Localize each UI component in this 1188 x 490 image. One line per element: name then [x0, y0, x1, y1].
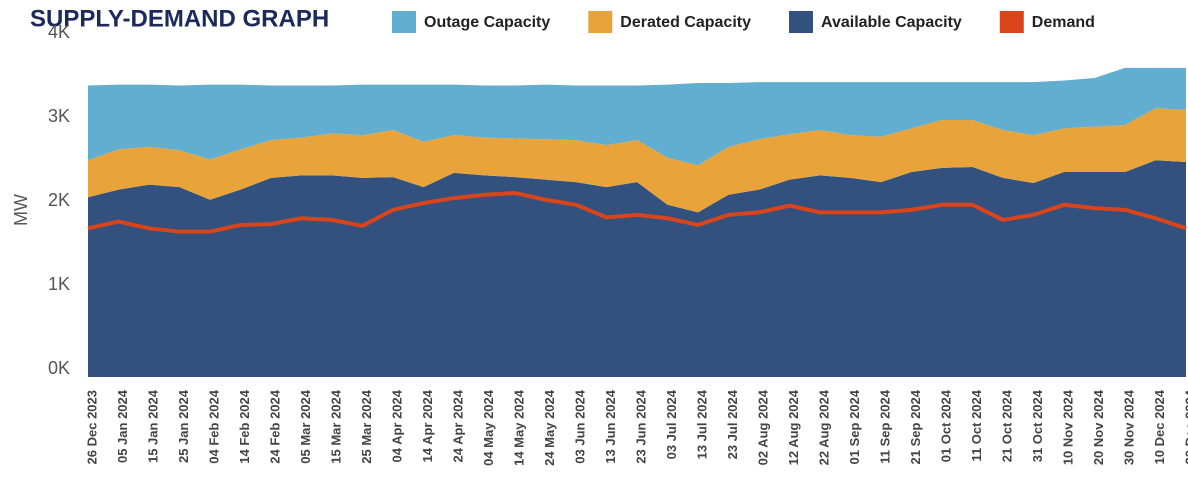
- x-tick-label: 04 May 2024: [481, 389, 496, 466]
- x-tick-label: 01 Sep 2024: [847, 389, 862, 464]
- x-tick-label: 04 Feb 2024: [206, 389, 221, 463]
- y-tick-label: 0K: [48, 358, 70, 378]
- x-tick-label: 04 Apr 2024: [389, 389, 404, 462]
- x-tick-label: 23 Jul 2024: [725, 389, 740, 459]
- x-tick-label: 14 Feb 2024: [237, 389, 252, 463]
- x-tick-label: 14 May 2024: [511, 389, 526, 466]
- x-tick-label: 05 Jan 2024: [115, 389, 130, 463]
- legend-swatch: [999, 11, 1024, 33]
- legend-swatch: [392, 11, 416, 33]
- y-tick-label: 1K: [48, 274, 70, 294]
- legend-label: Demand: [1032, 14, 1095, 31]
- legend-label: Available Capacity: [821, 14, 962, 31]
- x-tick-label: 12 Aug 2024: [786, 389, 801, 465]
- x-tick-label: 24 Apr 2024: [450, 389, 465, 462]
- x-tick-label: 23 Jun 2024: [633, 389, 648, 463]
- area: [88, 108, 1186, 213]
- x-tick-label: 11 Oct 2024: [969, 389, 984, 461]
- x-tick-label: 21 Sep 2024: [908, 389, 923, 464]
- x-tick-label: 10 Nov 2024: [1060, 389, 1075, 465]
- legend-swatch: [588, 11, 613, 33]
- x-tick-label: 20 Nov 2024: [1091, 389, 1106, 465]
- x-tick-label: 24 May 2024: [542, 389, 557, 466]
- legend-label: Derated Capacity: [620, 14, 751, 31]
- x-tick-label: 26 Dec 2023: [84, 390, 99, 464]
- x-tick-label: 22 Aug 2024: [816, 389, 831, 465]
- x-tick-label: 03 Jul 2024: [664, 389, 679, 459]
- x-tick-label: 02 Aug 2024: [755, 389, 770, 465]
- x-tick-label: 31 Oct 2024: [1030, 389, 1045, 462]
- y-axis-label: MW: [11, 194, 31, 226]
- x-tick-label: 25 Jan 2024: [176, 389, 191, 463]
- x-tick-label: 21 Oct 2024: [999, 389, 1014, 462]
- area: [88, 67, 1186, 166]
- legend-swatch: [788, 11, 813, 33]
- y-tick-label: 2K: [48, 190, 70, 210]
- x-tick-label: 25 Mar 2024: [359, 389, 374, 463]
- chart-title: SUPPLY-DEMAND GRAPH: [30, 5, 329, 32]
- x-tick-label: 11 Sep 2024: [877, 389, 892, 463]
- x-tick-label: 14 Apr 2024: [420, 389, 435, 462]
- legend-label: Outage Capacity: [424, 14, 550, 31]
- area: [88, 160, 1186, 377]
- x-tick-label: 01 Oct 2024: [938, 389, 953, 462]
- x-tick-label: 13 Jun 2024: [603, 389, 618, 463]
- y-tick-label: 3K: [48, 106, 70, 126]
- x-tick-label: 24 Feb 2024: [267, 389, 282, 463]
- x-tick-label: 10 Dec 2024: [1152, 389, 1167, 464]
- x-tick-label: 15 Mar 2024: [328, 389, 343, 463]
- x-tick-label: 03 Jun 2024: [572, 389, 587, 463]
- x-tick-label: 15 Jan 2024: [145, 389, 160, 463]
- x-tick-label: 30 Nov 2024: [1121, 389, 1136, 465]
- y-tick-label: 4K: [48, 22, 70, 42]
- line: [87, 191, 1187, 234]
- x-tick-label: 13 Jul 2024: [694, 389, 709, 459]
- x-tick-label: 20 Dec 2024: [1182, 389, 1188, 464]
- x-tick-label: 05 Mar 2024: [298, 389, 313, 463]
